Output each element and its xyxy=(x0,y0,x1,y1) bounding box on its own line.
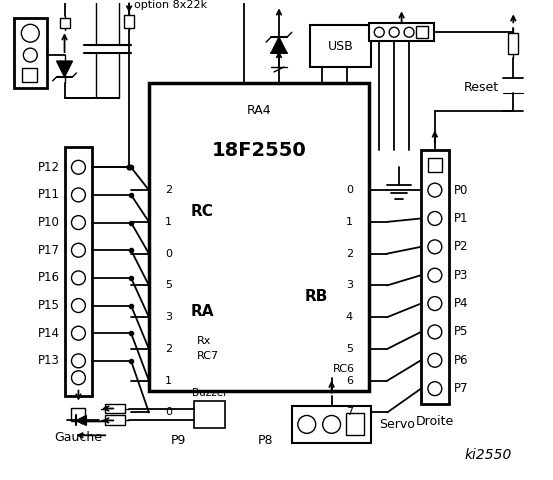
Text: Servo: Servo xyxy=(379,418,415,431)
Text: P8: P8 xyxy=(257,434,273,447)
Text: Droite: Droite xyxy=(416,415,454,428)
Circle shape xyxy=(428,268,442,282)
Bar xyxy=(416,26,428,38)
Text: P5: P5 xyxy=(453,325,468,338)
Circle shape xyxy=(428,240,442,254)
Bar xyxy=(106,404,125,413)
Text: Rx: Rx xyxy=(196,336,211,346)
Text: P11: P11 xyxy=(38,189,60,202)
Text: 0: 0 xyxy=(165,249,173,259)
Polygon shape xyxy=(56,61,72,77)
Bar xyxy=(310,25,371,67)
Circle shape xyxy=(428,382,442,396)
Text: P1: P1 xyxy=(453,212,468,225)
Text: 3: 3 xyxy=(165,312,173,322)
Text: RC6: RC6 xyxy=(332,364,354,374)
Text: 2: 2 xyxy=(346,249,353,259)
Bar xyxy=(508,33,518,54)
Circle shape xyxy=(22,24,39,42)
Circle shape xyxy=(428,325,442,339)
Bar xyxy=(421,150,448,404)
Text: P4: P4 xyxy=(453,297,468,310)
Text: 0: 0 xyxy=(165,408,173,418)
Circle shape xyxy=(71,299,85,312)
Text: P6: P6 xyxy=(453,354,468,367)
Circle shape xyxy=(71,271,85,285)
Text: P10: P10 xyxy=(38,216,60,229)
Text: 0: 0 xyxy=(346,185,353,195)
Text: Buzzer: Buzzer xyxy=(192,388,227,397)
Bar xyxy=(124,15,134,27)
Bar xyxy=(347,413,364,435)
Bar xyxy=(149,83,369,391)
Circle shape xyxy=(23,48,37,62)
Circle shape xyxy=(428,353,442,367)
Text: 2: 2 xyxy=(165,185,173,195)
Text: RB: RB xyxy=(304,289,327,304)
Circle shape xyxy=(389,27,399,37)
Text: 18F2550: 18F2550 xyxy=(212,141,306,160)
Text: 7: 7 xyxy=(346,408,353,418)
Text: RA4: RA4 xyxy=(247,104,272,117)
Circle shape xyxy=(322,416,341,433)
Bar xyxy=(194,401,226,428)
Text: P17: P17 xyxy=(38,244,60,257)
Polygon shape xyxy=(271,37,287,53)
Text: 5: 5 xyxy=(165,280,173,290)
Text: P3: P3 xyxy=(453,269,468,282)
Circle shape xyxy=(428,297,442,311)
Circle shape xyxy=(71,243,85,257)
Text: RA: RA xyxy=(191,304,214,319)
Circle shape xyxy=(428,212,442,226)
Circle shape xyxy=(298,416,316,433)
Text: P0: P0 xyxy=(453,184,468,197)
Bar xyxy=(22,68,36,82)
Text: P7: P7 xyxy=(453,382,468,395)
Text: P14: P14 xyxy=(38,327,60,340)
Text: P2: P2 xyxy=(453,240,468,253)
Polygon shape xyxy=(76,416,86,425)
Circle shape xyxy=(374,27,384,37)
Text: option 8x22k: option 8x22k xyxy=(134,0,207,11)
Bar xyxy=(71,408,85,421)
Text: 6: 6 xyxy=(346,376,353,386)
Circle shape xyxy=(71,354,85,368)
Circle shape xyxy=(71,188,85,202)
Text: 1: 1 xyxy=(165,217,173,227)
Text: P9: P9 xyxy=(171,434,186,447)
Text: USB: USB xyxy=(328,40,353,53)
Text: 5: 5 xyxy=(346,344,353,354)
Text: Gauche: Gauche xyxy=(54,431,102,444)
Circle shape xyxy=(404,27,414,37)
Text: P12: P12 xyxy=(38,161,60,174)
Text: 1: 1 xyxy=(346,217,353,227)
Text: RC7: RC7 xyxy=(196,351,218,361)
Circle shape xyxy=(71,160,85,174)
Bar xyxy=(60,18,70,28)
Bar xyxy=(428,158,442,172)
Bar xyxy=(65,147,92,396)
Text: 2: 2 xyxy=(165,344,173,354)
Text: P15: P15 xyxy=(38,299,60,312)
Text: 1: 1 xyxy=(165,376,173,386)
Circle shape xyxy=(428,183,442,197)
Text: P16: P16 xyxy=(38,271,60,284)
Bar xyxy=(106,416,125,425)
Text: RC: RC xyxy=(191,204,213,219)
Bar xyxy=(292,406,371,443)
Text: Reset: Reset xyxy=(463,81,498,95)
Bar xyxy=(369,24,434,41)
Text: P13: P13 xyxy=(38,354,60,367)
Text: ki2550: ki2550 xyxy=(465,448,512,462)
Circle shape xyxy=(71,216,85,229)
Circle shape xyxy=(71,326,85,340)
Bar xyxy=(14,18,46,88)
Text: 3: 3 xyxy=(346,280,353,290)
Circle shape xyxy=(71,371,85,384)
Text: 4: 4 xyxy=(346,312,353,322)
